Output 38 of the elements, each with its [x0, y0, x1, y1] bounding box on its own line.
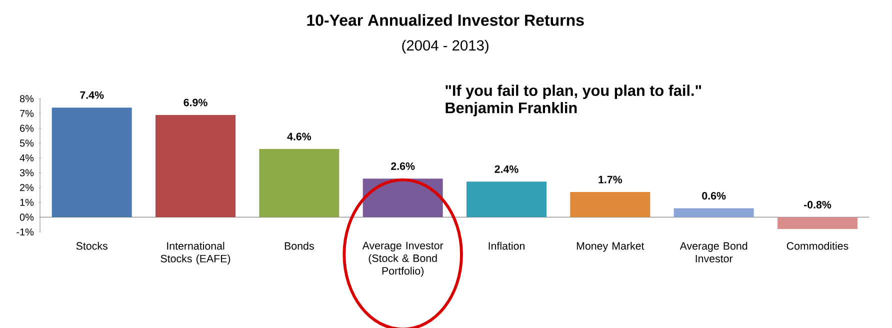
y-tick-label: 7% — [20, 110, 34, 117]
x-tick-label: Average Investor (Stock & Bond Portfolio) — [362, 242, 444, 277]
data-label: 0.6% — [702, 192, 726, 200]
data-label: 7.4% — [80, 91, 104, 99]
bar — [259, 149, 340, 218]
x-tick-label: Stocks — [76, 242, 108, 250]
x-tick-label: Inflation — [488, 242, 524, 250]
data-label: 2.6% — [391, 162, 415, 170]
y-tick-label: 4% — [20, 154, 34, 162]
bar — [777, 217, 858, 230]
chart-subtitle: (2004 - 2013) — [402, 40, 488, 54]
bar — [52, 108, 132, 218]
y-tick-label: 8% — [20, 95, 34, 102]
x-tick-label: International Stocks (EAFE) — [160, 242, 230, 264]
y-tick-label: 5% — [20, 140, 34, 147]
y-tick-label: 2% — [20, 184, 34, 192]
y-tick-label: -1% — [16, 228, 34, 236]
annotation: "If you fail to plan, you plan to fail." — [446, 84, 702, 99]
bar — [570, 192, 650, 218]
y-tick-label: 3% — [20, 169, 34, 176]
data-label: 1.7% — [598, 176, 622, 184]
bar — [156, 114, 236, 218]
bar — [466, 182, 546, 218]
x-tick-label: Money Market — [576, 242, 644, 252]
y-tick-label: 0% — [20, 214, 34, 221]
bar — [362, 178, 443, 218]
data-label: 4.6% — [287, 132, 312, 140]
x-tick-label: Average Bond Investor — [680, 242, 748, 262]
x-tick-label: Bonds — [284, 242, 314, 250]
chart-title: 10-Year Annualized Investor Returns — [307, 14, 584, 26]
data-label: 6.9% — [184, 98, 208, 106]
annotation: Benjamin Franklin — [446, 102, 577, 116]
data-label: -0.8% — [804, 200, 832, 208]
y-tick-label: 1% — [20, 198, 34, 206]
x-tick-label: Commodities — [786, 242, 848, 250]
data-label: 2.4% — [494, 165, 518, 173]
bar — [674, 208, 754, 218]
y-tick-label: 6% — [20, 124, 34, 132]
